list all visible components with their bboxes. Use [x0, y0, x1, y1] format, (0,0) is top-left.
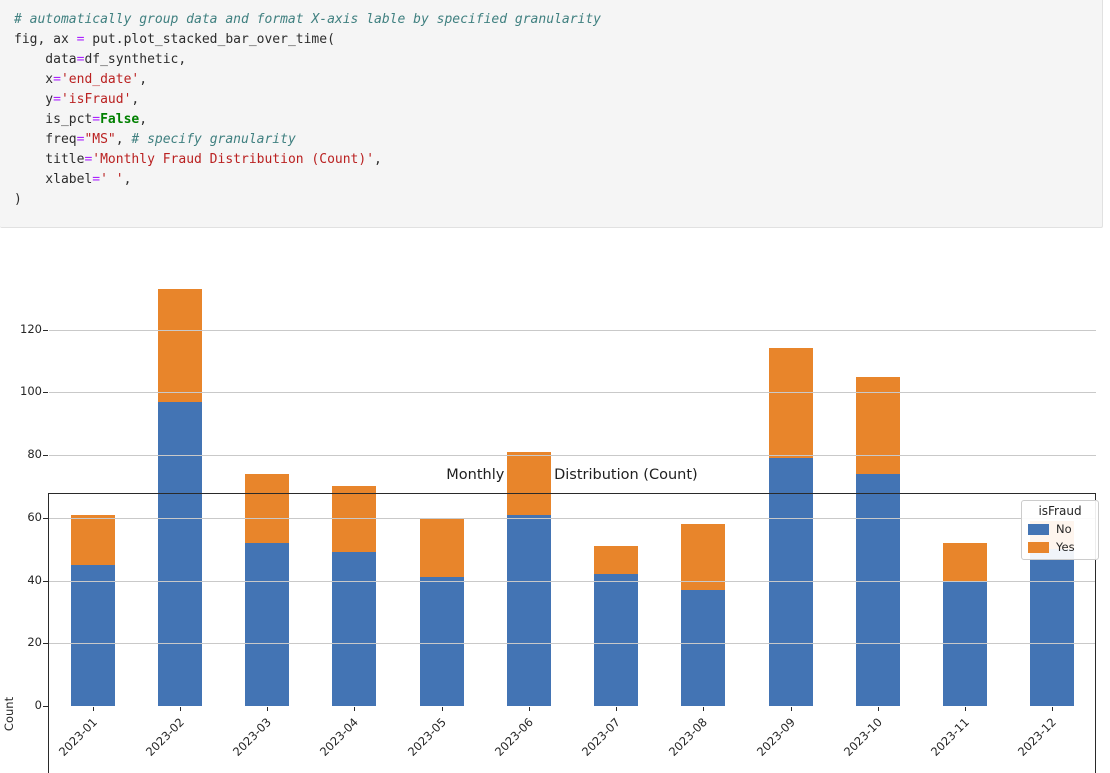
x-tick-label: 2023-10: [840, 715, 885, 759]
code-line: fig, ax = put.plot_stacked_bar_over_time…: [14, 32, 335, 47]
code-line: title='Monthly Fraud Distribution (Count…: [14, 152, 382, 167]
bar-segment-yes: [943, 542, 988, 581]
legend-label: Yes: [1056, 540, 1075, 554]
x-tick-label: 2023-05: [404, 715, 449, 759]
x-tick-mark: [616, 707, 618, 711]
bar-segment-yes: [681, 524, 726, 590]
bar-segment-no: [768, 458, 813, 706]
gridline: [49, 643, 1096, 645]
code-line: ): [14, 192, 22, 207]
bar-segment-yes: [768, 348, 813, 459]
bar-segment-yes: [332, 486, 377, 553]
x-tick-mark: [703, 707, 705, 711]
x-tick-mark: [441, 707, 443, 711]
code-line: is_pct=False,: [14, 112, 148, 127]
y-tick-mark: [43, 643, 48, 645]
x-tick-mark: [965, 707, 967, 711]
legend-swatch-yes: [1028, 541, 1049, 553]
y-tick-label: 100: [20, 384, 42, 399]
code-line: y='isFraud',: [14, 92, 140, 107]
x-tick-label: 2023-04: [317, 715, 362, 759]
code-line: x='end_date',: [14, 72, 148, 87]
bar-segment-yes: [419, 517, 464, 578]
bar-segment-no: [681, 589, 726, 706]
x-tick-mark: [877, 707, 879, 711]
bar-segment-no: [70, 564, 115, 706]
legend-entry-no: No: [1028, 522, 1092, 536]
y-tick-mark: [43, 580, 48, 582]
y-tick-label: 20: [27, 635, 42, 650]
bar-segment-no: [419, 577, 464, 706]
x-tick-mark: [790, 707, 792, 711]
x-tick-label: 2023-11: [928, 715, 973, 759]
x-tick-label: 2023-09: [753, 715, 798, 759]
gridline: [49, 455, 1096, 457]
x-tick-label: 2023-03: [230, 715, 275, 759]
bar-segment-yes: [594, 546, 639, 575]
x-tick-mark: [179, 707, 181, 711]
legend: isFraud No Yes: [1021, 500, 1099, 560]
bar-segment-yes: [855, 376, 900, 474]
gridline: [49, 580, 1096, 582]
code-cell[interactable]: # automatically group data and format X-…: [0, 0, 1103, 228]
bar-segment-no: [157, 401, 202, 706]
bar-segment-no: [1030, 549, 1075, 706]
chart-figure: Monthly Fraud Distribution (Count) Count…: [0, 228, 1110, 773]
code-line: freq="MS", # specify granularity: [14, 132, 296, 147]
bar-segment-no: [855, 473, 900, 706]
y-tick-mark: [43, 455, 48, 457]
y-tick-mark: [43, 392, 48, 394]
legend-title: isFraud: [1038, 504, 1082, 518]
y-tick-mark: [43, 706, 48, 707]
code-line: data=df_synthetic,: [14, 52, 187, 67]
gridline: [49, 392, 1096, 394]
y-tick-label: 40: [27, 572, 42, 587]
bar-segment-yes: [245, 473, 290, 543]
legend-entry-yes: Yes: [1028, 540, 1092, 554]
bar-segment-no: [506, 514, 551, 706]
x-tick-mark: [267, 707, 269, 711]
bar-segment-yes: [506, 451, 551, 515]
y-tick-label: 120: [20, 321, 42, 336]
bar-segment-no: [245, 542, 290, 706]
bar-segment-no: [332, 552, 377, 706]
y-tick-mark: [43, 517, 48, 519]
x-tick-label: 2023-01: [55, 715, 100, 759]
legend-swatch-no: [1028, 523, 1049, 535]
x-tick-label: 2023-08: [666, 715, 711, 759]
bar-segment-yes: [70, 514, 115, 565]
y-tick-mark: [43, 329, 48, 331]
y-tick-label: 80: [27, 447, 42, 462]
x-tick-label: 2023-02: [142, 715, 187, 759]
x-tick-label: 2023-06: [491, 715, 536, 759]
gridline: [49, 329, 1096, 331]
bar-segment-yes: [157, 288, 202, 402]
x-tick-label: 2023-12: [1015, 715, 1060, 759]
x-tick-mark: [528, 707, 530, 711]
legend-label: No: [1056, 522, 1072, 536]
x-tick-mark: [92, 707, 94, 711]
bar-segment-no: [594, 574, 639, 706]
y-tick-label: 60: [27, 509, 42, 524]
gridline: [49, 517, 1096, 519]
plot-area: [48, 493, 1096, 773]
x-tick-mark: [1052, 707, 1054, 711]
code-block: # automatically group data and format X-…: [0, 0, 1102, 220]
code-line: xlabel=' ',: [14, 172, 132, 187]
chart-title: Monthly Fraud Distribution (Count): [446, 467, 698, 483]
code-line: # automatically group data and format X-…: [14, 12, 601, 27]
x-tick-mark: [354, 707, 356, 711]
y-tick-label: 0: [34, 698, 42, 712]
x-tick-label: 2023-07: [579, 715, 624, 759]
